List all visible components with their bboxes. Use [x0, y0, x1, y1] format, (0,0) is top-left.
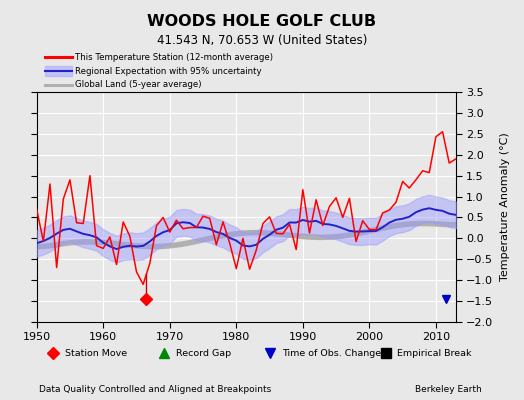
Text: Regional Expectation with 95% uncertainty: Regional Expectation with 95% uncertaint… [75, 66, 262, 76]
Text: Global Land (5-year average): Global Land (5-year average) [75, 80, 202, 89]
Y-axis label: Temperature Anomaly (°C): Temperature Anomaly (°C) [500, 133, 510, 281]
Text: Empirical Break: Empirical Break [397, 349, 472, 358]
Text: Data Quality Controlled and Aligned at Breakpoints: Data Quality Controlled and Aligned at B… [39, 385, 271, 394]
Text: Station Move: Station Move [65, 349, 127, 358]
Text: Record Gap: Record Gap [176, 349, 231, 358]
Text: This Temperature Station (12-month average): This Temperature Station (12-month avera… [75, 53, 274, 62]
Text: Time of Obs. Change: Time of Obs. Change [282, 349, 381, 358]
Text: WOODS HOLE GOLF CLUB: WOODS HOLE GOLF CLUB [147, 14, 377, 29]
Text: Berkeley Earth: Berkeley Earth [416, 385, 482, 394]
Text: 41.543 N, 70.653 W (United States): 41.543 N, 70.653 W (United States) [157, 34, 367, 47]
FancyBboxPatch shape [45, 66, 72, 76]
